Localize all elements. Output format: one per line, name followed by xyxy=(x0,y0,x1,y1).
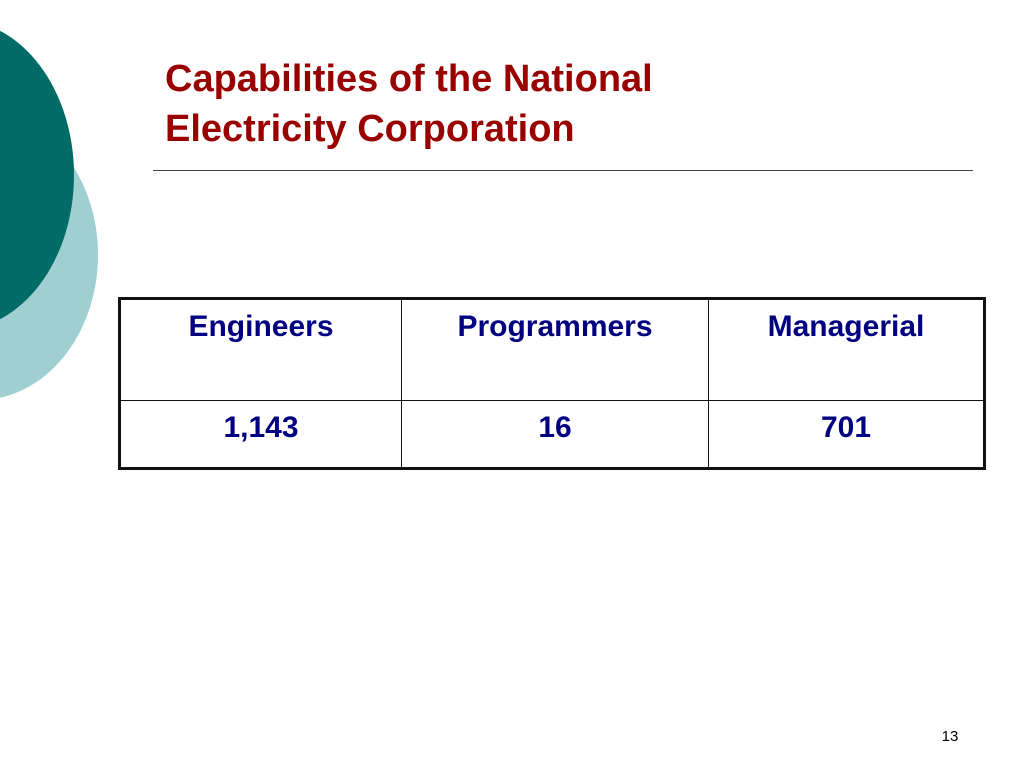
cell-programmers-count: 16 xyxy=(401,400,709,469)
header-engineers: Engineers xyxy=(119,298,402,401)
title-divider xyxy=(153,170,973,171)
slide-title-line-1: Capabilities of the National xyxy=(165,58,653,100)
header-programmers: Programmers xyxy=(401,298,709,401)
table-row: 1,143 16 701 xyxy=(119,400,985,469)
cell-managerial-count: 701 xyxy=(708,400,985,469)
table-header-row: Engineers Programmers Managerial xyxy=(119,298,985,401)
slide-title-line-2: Electricity Corporation xyxy=(165,108,575,150)
header-managerial: Managerial xyxy=(708,298,985,401)
page-number: 13 xyxy=(941,728,959,745)
slide-title: Capabilities of the National Electricity… xyxy=(165,54,945,154)
capabilities-table: Engineers Programmers Managerial 1,143 1… xyxy=(118,297,986,470)
cell-engineers-count: 1,143 xyxy=(119,400,402,469)
